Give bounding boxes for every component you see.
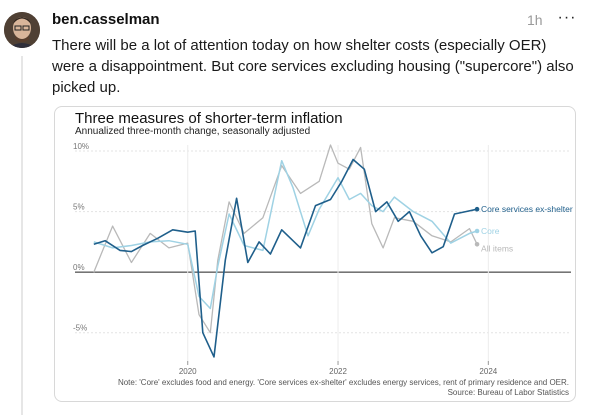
series-all-items	[93, 144, 478, 334]
series-all-items-label: All items	[481, 243, 513, 253]
y-tick-label: 5%	[73, 203, 85, 212]
series-core-services-ex-shelter-endpoint	[474, 206, 480, 212]
series-core-endpoint	[474, 228, 480, 234]
y-tick-label: 0%	[73, 263, 85, 272]
series-all-items-endpoint	[474, 242, 480, 247]
chart-source: Source: Bureau of Labor Statistics	[447, 388, 569, 397]
chart-image[interactable]: Three measures of shorter-term inflation…	[54, 106, 576, 402]
thread-line	[21, 56, 23, 415]
avatar[interactable]	[4, 12, 40, 48]
chart-title: Three measures of shorter-term inflation	[75, 110, 343, 127]
x-tick-label: 2024	[479, 367, 497, 376]
post-text: There will be a lot of attention today o…	[52, 37, 574, 96]
series-core-services-ex-shelter	[93, 158, 478, 358]
chart-note: Note: 'Core' excludes food and energy. '…	[117, 378, 569, 387]
more-options-icon[interactable]: ···	[557, 9, 577, 26]
series-core-services-ex-shelter-label: Core services ex-shelter	[481, 204, 573, 214]
y-tick-label: 10%	[73, 142, 89, 151]
post-time: 1h	[527, 12, 543, 28]
x-tick-label: 2022	[329, 367, 347, 376]
username[interactable]: ben.casselman	[52, 11, 160, 28]
chart-subtitle: Annualized three-month change, seasonall…	[75, 126, 311, 137]
chart-plot: 10% 5% 0% -5% 2020 2022 2024 All items Core Core …	[73, 142, 573, 376]
avatar-image	[4, 12, 40, 48]
series-core	[93, 159, 478, 310]
series-core-label: Core	[481, 226, 500, 236]
x-tick-label: 2020	[179, 367, 197, 376]
y-tick-label: -5%	[73, 324, 87, 333]
